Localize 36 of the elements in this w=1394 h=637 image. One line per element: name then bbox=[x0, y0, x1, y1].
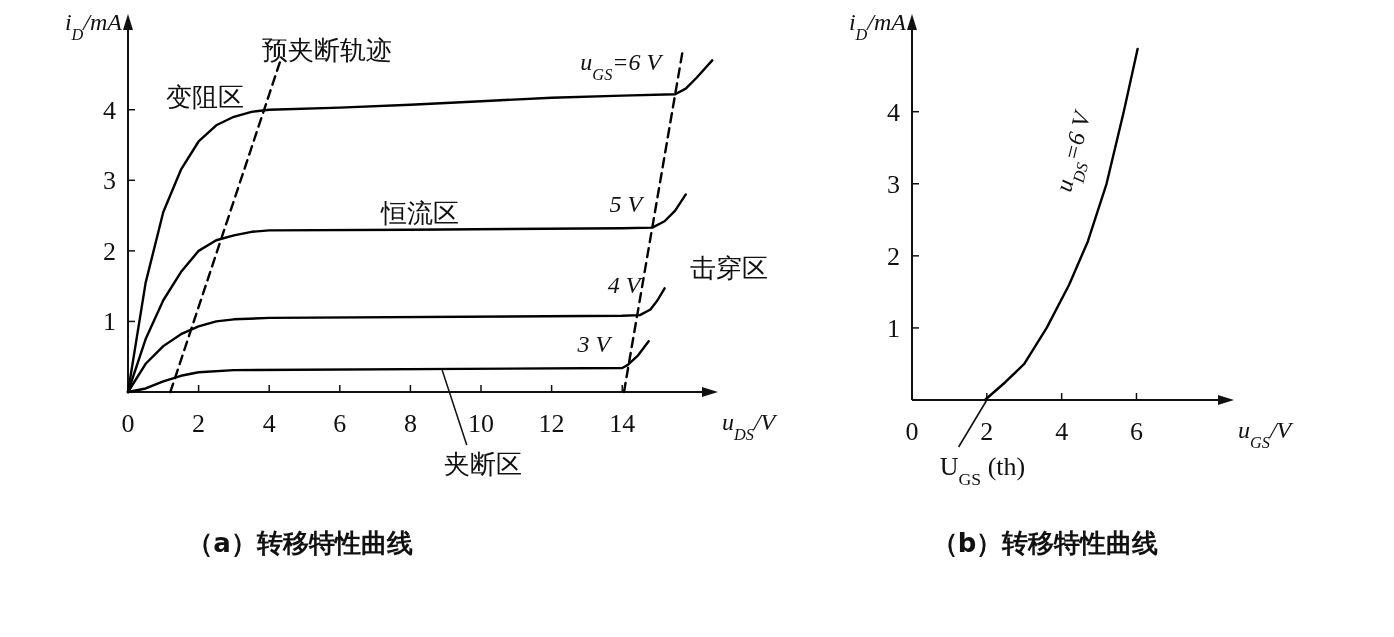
x-tick-label: 2 bbox=[980, 417, 994, 446]
y-tick-label: 2 bbox=[103, 236, 116, 266]
x-tick-label: 14 bbox=[609, 409, 636, 438]
series-label: 4 V bbox=[607, 272, 643, 299]
x-tick-label: 4 bbox=[1055, 417, 1069, 446]
y-tick-label: 1 bbox=[103, 307, 116, 337]
annotation: 夹断区 bbox=[444, 450, 523, 480]
y-tick-label: 2 bbox=[887, 241, 900, 271]
x-tick-label: 6 bbox=[333, 409, 347, 438]
x-tick-label: 4 bbox=[262, 409, 276, 438]
y-axis-title: i$_{D}$/mA bbox=[64, 9, 123, 44]
annotation: 变阻区 bbox=[166, 83, 244, 112]
x-tick-label: 2 bbox=[192, 409, 206, 438]
x-tick-label: 0 bbox=[905, 417, 919, 446]
x-tick-label: 10 bbox=[468, 409, 495, 438]
x-tick-label: 8 bbox=[403, 409, 417, 438]
y-tick-label: 3 bbox=[103, 166, 116, 196]
x-tick-label: 0 bbox=[121, 409, 135, 438]
y-tick-label: 4 bbox=[103, 95, 116, 125]
x-tick-label: 12 bbox=[538, 409, 565, 438]
x-axis-title: u$_{DS}$/V bbox=[722, 409, 778, 444]
text: （a）转移特性曲线 bbox=[187, 528, 413, 558]
x-tick-label: 6 bbox=[1129, 417, 1143, 446]
y-tick-label: 1 bbox=[887, 313, 900, 343]
y-axis-title: i$_{D}$/mA bbox=[848, 9, 907, 44]
y-tick-label: 4 bbox=[887, 97, 900, 127]
x-axis-title: u$_{GS}$/V bbox=[1238, 417, 1294, 452]
series-label: 5 V bbox=[609, 190, 645, 217]
annotation: 击穿区 bbox=[690, 254, 768, 283]
annotation: 恒流区 bbox=[380, 199, 459, 228]
annotation: U$_{GS}$ (th) bbox=[939, 452, 1026, 489]
y-tick-label: 3 bbox=[887, 169, 900, 199]
series-label: u$_{GS}$=6 V bbox=[580, 49, 664, 84]
text: （b）转移特性曲线 bbox=[931, 528, 1159, 558]
annotation: 预夹断轨迹 bbox=[261, 36, 392, 66]
series-label: 3 V bbox=[576, 331, 613, 358]
